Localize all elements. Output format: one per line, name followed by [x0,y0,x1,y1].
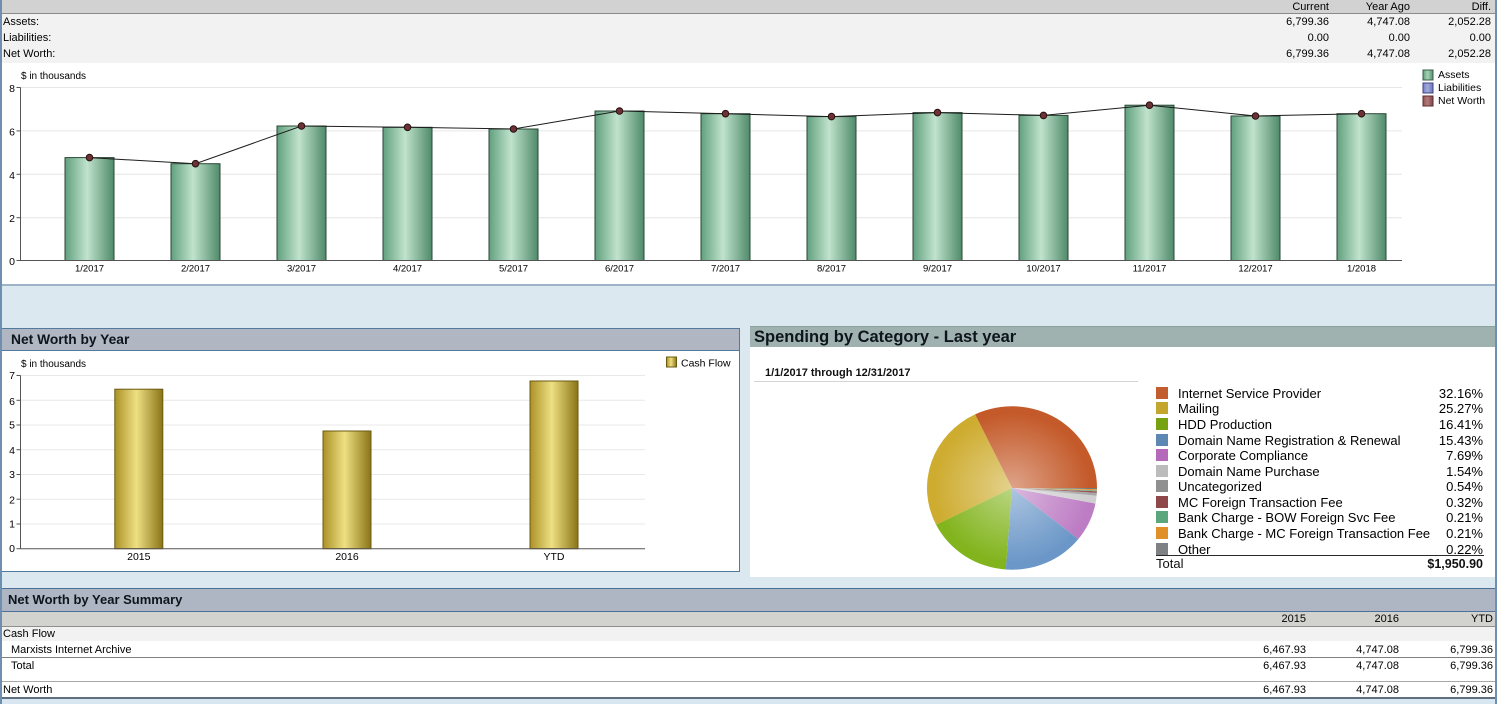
svg-text:9/2017: 9/2017 [923,264,952,275]
svg-text:2/2017: 2/2017 [181,264,210,275]
svg-text:7/2017: 7/2017 [711,264,740,275]
svg-text:4: 4 [9,445,15,457]
svg-text:2: 2 [9,213,15,225]
svg-text:4/2017: 4/2017 [393,264,422,275]
svg-text:5/2017: 5/2017 [499,264,528,275]
svg-text:8/2017: 8/2017 [817,264,846,275]
svg-text:8: 8 [9,83,15,95]
svg-text:$ in thousands: $ in thousands [21,359,86,370]
svg-text:1: 1 [9,518,15,530]
svg-text:11/2017: 11/2017 [1133,264,1167,275]
svg-text:Assets: Assets [1438,69,1470,81]
svg-text:1/2017: 1/2017 [75,264,104,275]
svg-text:Net Worth: Net Worth [1438,95,1485,107]
svg-text:2016: 2016 [335,551,359,563]
svg-text:6: 6 [9,126,15,138]
svg-text:7: 7 [9,370,15,382]
svg-text:1/2018: 1/2018 [1347,264,1376,275]
svg-text:5: 5 [9,419,15,431]
svg-text:Liabilities: Liabilities [1438,82,1481,94]
svg-text:0: 0 [9,256,15,268]
svg-text:6/2017: 6/2017 [605,264,634,275]
svg-text:2015: 2015 [127,551,151,563]
svg-text:10/2017: 10/2017 [1026,264,1060,275]
svg-text:$ in thousands: $ in thousands [21,71,86,82]
svg-text:6: 6 [9,395,15,407]
svg-text:YTD: YTD [543,551,564,563]
svg-text:0: 0 [9,543,15,555]
svg-text:Cash Flow: Cash Flow [681,357,731,369]
svg-text:2: 2 [9,494,15,506]
svg-text:3/2017: 3/2017 [287,264,316,275]
svg-text:4: 4 [9,170,15,182]
svg-text:12/2017: 12/2017 [1238,264,1272,275]
svg-text:3: 3 [9,469,15,481]
